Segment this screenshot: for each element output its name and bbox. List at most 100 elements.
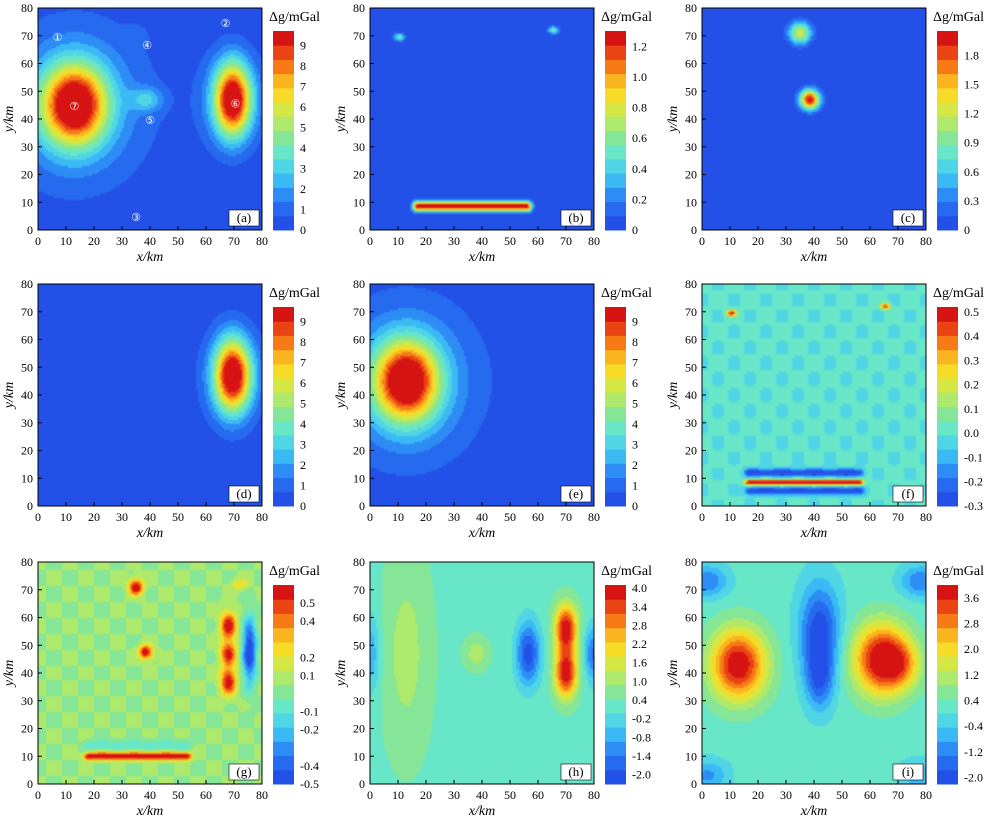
colorbar-level bbox=[273, 349, 294, 365]
colorbar-title: Δg/mGal bbox=[269, 10, 320, 25]
x-tick-label: 50 bbox=[836, 510, 848, 524]
colorbar-level bbox=[273, 102, 294, 117]
y-tick-label: 60 bbox=[353, 333, 365, 347]
colorbar-level bbox=[273, 59, 294, 75]
y-tick-label: 60 bbox=[353, 611, 365, 625]
colorbar-level bbox=[273, 491, 294, 507]
x-tick-label: 20 bbox=[420, 234, 432, 248]
colorbar-tick-label: 1.2 bbox=[964, 668, 979, 682]
colorbar-level bbox=[605, 363, 626, 379]
x-axis-label: x/km bbox=[136, 804, 163, 819]
source-marker: ③ bbox=[131, 212, 141, 224]
colorbar-level bbox=[937, 755, 958, 771]
colorbar-level bbox=[605, 585, 626, 600]
colorbar-level bbox=[605, 158, 626, 174]
colorbar-level bbox=[273, 307, 294, 322]
y-tick-label: 80 bbox=[353, 555, 365, 569]
colorbar-tick-label: 3 bbox=[300, 161, 306, 175]
colorbar-level bbox=[937, 363, 958, 379]
colorbar-level bbox=[273, 627, 294, 643]
colorbar-level bbox=[605, 670, 626, 685]
colorbar-level bbox=[937, 201, 958, 217]
x-tick-label: 0 bbox=[35, 234, 41, 248]
colorbar-tick-label: 3.4 bbox=[632, 600, 647, 614]
colorbar-level bbox=[605, 335, 626, 351]
x-tick-label: 0 bbox=[699, 234, 705, 248]
colorbar-level bbox=[937, 173, 958, 188]
colorbar-tick-label: -0.3 bbox=[964, 499, 983, 513]
y-tick-label: 10 bbox=[21, 749, 33, 763]
colorbar-tick-label: 0.4 bbox=[300, 614, 315, 628]
x-tick-label: 40 bbox=[808, 234, 820, 248]
x-axis-label: x/km bbox=[136, 250, 163, 265]
colorbar-level bbox=[605, 392, 626, 407]
y-axis-label: y/km bbox=[2, 382, 17, 410]
colorbar-tick-label: 2 bbox=[300, 182, 306, 196]
colorbar-level bbox=[937, 378, 958, 393]
y-tick-label: 80 bbox=[21, 277, 33, 291]
y-tick-label: 50 bbox=[685, 360, 697, 374]
colorbar-level bbox=[605, 434, 626, 450]
colorbar-title: Δg/mGal bbox=[601, 286, 652, 301]
x-tick-label: 60 bbox=[532, 788, 544, 802]
y-tick-label: 0 bbox=[691, 223, 697, 237]
colorbar-level bbox=[937, 102, 958, 117]
x-tick-label: 40 bbox=[808, 788, 820, 802]
x-tick-label: 80 bbox=[588, 510, 600, 524]
panel-label: (f) bbox=[902, 486, 915, 501]
x-tick-label: 60 bbox=[864, 510, 876, 524]
colorbar-level bbox=[273, 449, 294, 464]
y-tick-label: 40 bbox=[685, 666, 697, 680]
y-tick-label: 0 bbox=[691, 499, 697, 513]
y-tick-label: 40 bbox=[685, 112, 697, 126]
y-tick-label: 40 bbox=[21, 388, 33, 402]
y-tick-label: 50 bbox=[21, 638, 33, 652]
colorbar-level bbox=[937, 215, 958, 231]
colorbar-level bbox=[273, 187, 294, 203]
colorbar-level bbox=[273, 45, 294, 60]
x-tick-label: 60 bbox=[864, 788, 876, 802]
colorbar-tick-label: 6 bbox=[300, 376, 306, 390]
colorbar: -0.3 -0.2 -0.1 0.0 0.1 0.2 0.3 0.4 0.5 bbox=[937, 305, 983, 513]
y-tick-label: 80 bbox=[685, 1, 697, 15]
colorbar-tick-label: -0.8 bbox=[632, 730, 651, 744]
panel-label: (a) bbox=[237, 210, 251, 225]
y-tick-label: 80 bbox=[685, 277, 697, 291]
panel-label: (g) bbox=[236, 764, 251, 779]
y-tick-label: 10 bbox=[685, 195, 697, 209]
x-tick-label: 40 bbox=[476, 234, 488, 248]
colorbar-level bbox=[273, 712, 294, 728]
source-marker: ② bbox=[221, 18, 231, 30]
x-tick-label: 0 bbox=[367, 510, 373, 524]
colorbar-level bbox=[937, 335, 958, 351]
x-tick-label: 50 bbox=[504, 234, 516, 248]
colorbar-level bbox=[937, 684, 958, 700]
colorbar-tick-label: -1.4 bbox=[632, 749, 651, 763]
colorbar-level bbox=[937, 158, 958, 174]
y-tick-label: 0 bbox=[27, 777, 33, 791]
colorbar-tick-label: 6 bbox=[632, 376, 638, 390]
colorbar-tick-label: 2 bbox=[300, 458, 306, 472]
x-tick-label: 70 bbox=[560, 510, 572, 524]
chart-panel-b: 0 10 20 30 40 50 60 70 80 0 10 20 30 40 50 60 70 80 x/km y/… bbox=[334, 1, 652, 265]
x-tick-label: 70 bbox=[228, 788, 240, 802]
colorbar-level bbox=[937, 45, 958, 60]
heatmap-image bbox=[38, 8, 262, 230]
x-tick-label: 60 bbox=[200, 788, 212, 802]
x-tick-label: 70 bbox=[228, 234, 240, 248]
y-tick-label: 30 bbox=[21, 416, 33, 430]
y-tick-label: 70 bbox=[353, 305, 365, 319]
colorbar-tick-label: -0.4 bbox=[964, 719, 983, 733]
colorbar-tick-label: 9 bbox=[300, 38, 306, 52]
heatmap-image bbox=[702, 8, 926, 230]
x-tick-label: 40 bbox=[476, 510, 488, 524]
y-tick-label: 20 bbox=[353, 168, 365, 182]
colorbar-tick-label: 4 bbox=[632, 417, 638, 431]
x-tick-label: 40 bbox=[144, 234, 156, 248]
x-tick-label: 20 bbox=[420, 510, 432, 524]
x-tick-label: 80 bbox=[588, 788, 600, 802]
y-axis-label: y/km bbox=[334, 382, 349, 410]
colorbar-level bbox=[273, 463, 294, 479]
x-tick-label: 10 bbox=[392, 788, 404, 802]
x-tick-label: 30 bbox=[448, 234, 460, 248]
